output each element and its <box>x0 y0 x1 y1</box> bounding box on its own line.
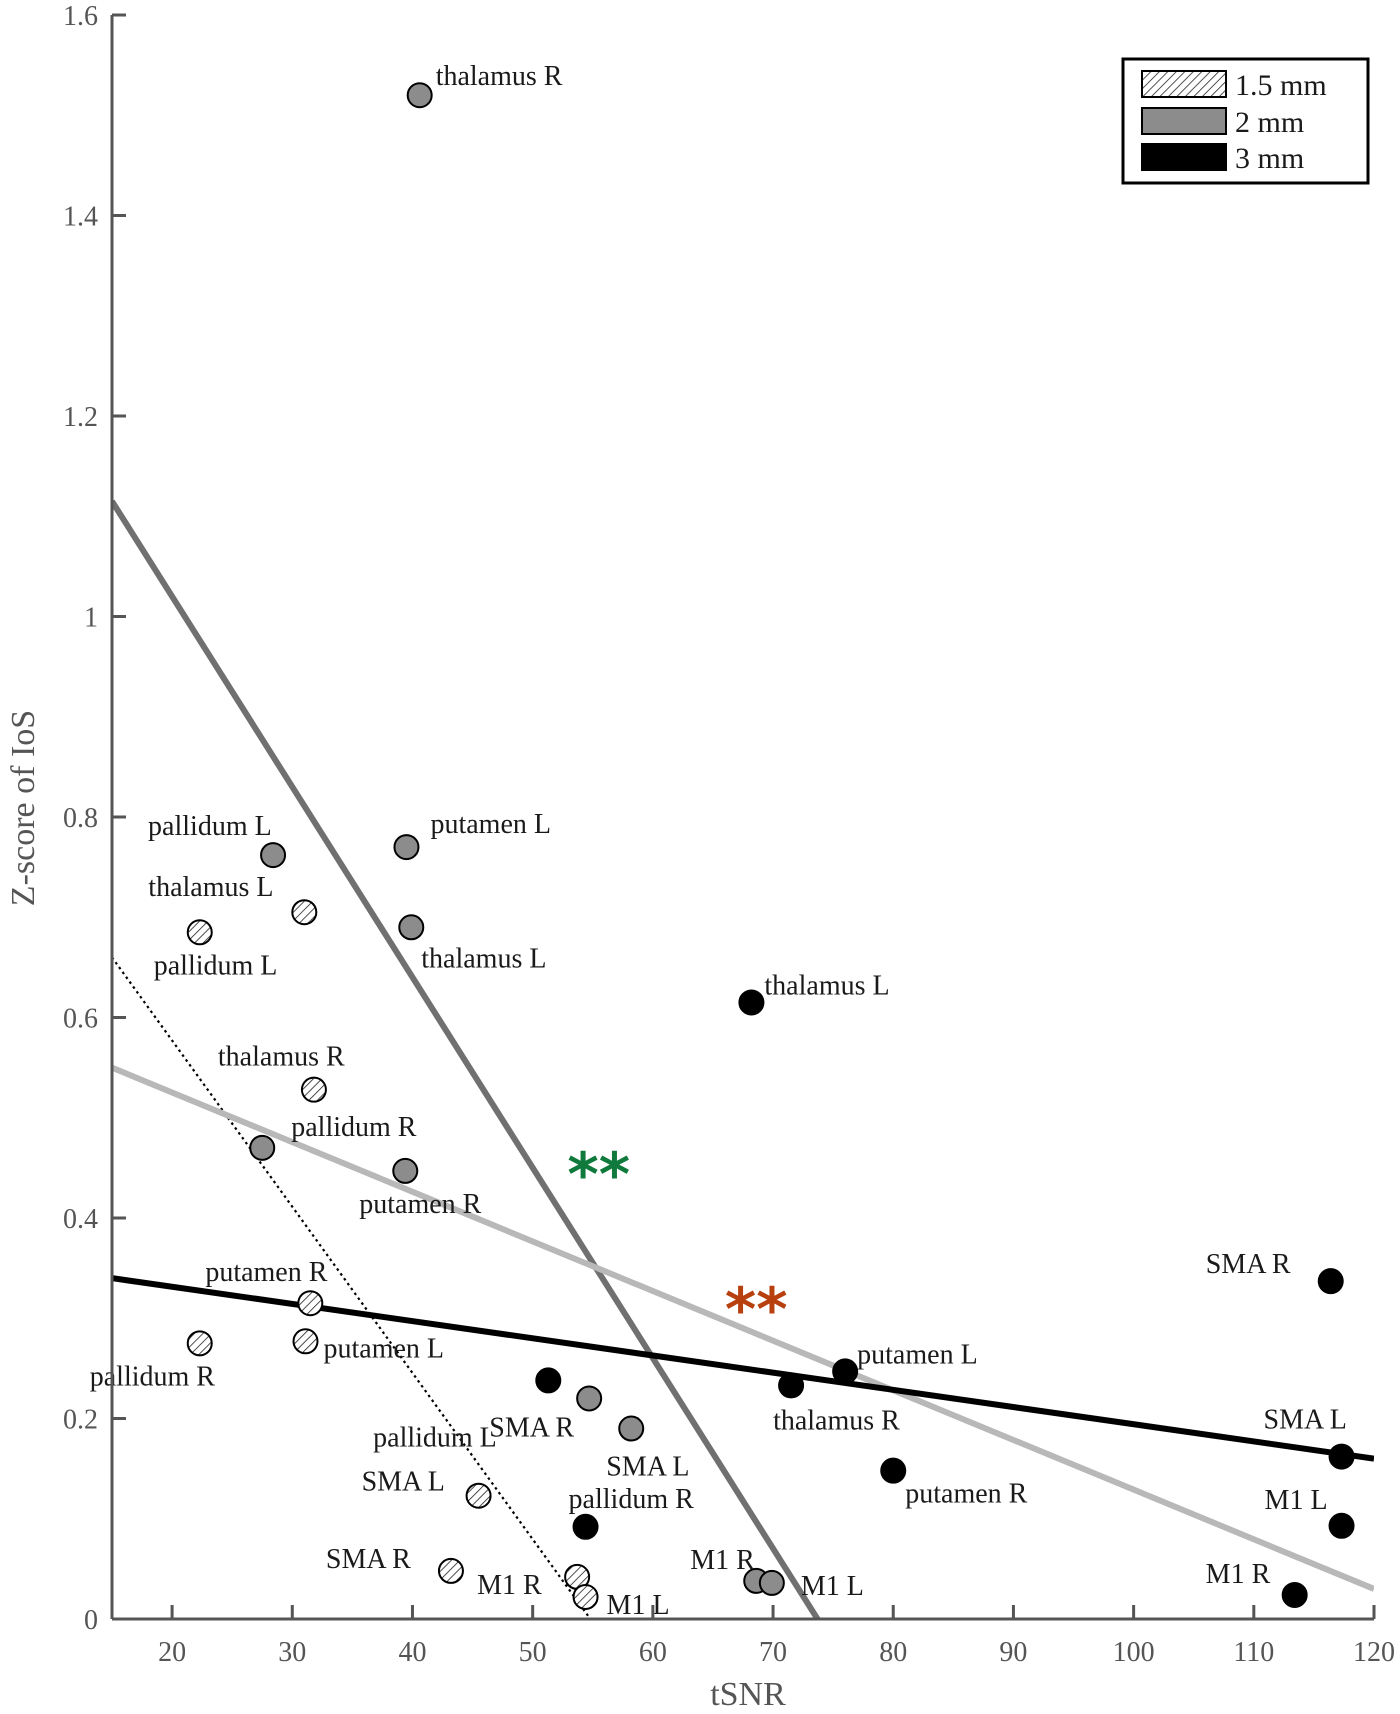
point-label-black-2: putamen L <box>857 1339 978 1370</box>
point-label-hatched-6: SMA L <box>362 1467 445 1498</box>
point-hatched-9 <box>572 1583 599 1610</box>
y-tick-label-1: 0.2 <box>63 1405 98 1436</box>
point-hatched-7 <box>437 1557 464 1584</box>
point-label-gray-9: M1 L <box>801 1571 864 1602</box>
point-gray-7 <box>618 1415 645 1442</box>
legend-label-1-5mm: 1.5 mm <box>1235 69 1327 102</box>
y-tick-label-3: 0.6 <box>63 1004 98 1035</box>
point-label-gray-2: putamen L <box>430 809 551 840</box>
point-hatched-1 <box>186 919 213 946</box>
point-hatched-2 <box>300 1076 327 1103</box>
point-hatched-0 <box>291 899 318 926</box>
point-label-hatched-2: thalamus R <box>218 1042 345 1073</box>
point-black-5 <box>1328 1443 1355 1470</box>
legend-swatch-hatched <box>1141 70 1227 98</box>
x-tick-label-9: 110 <box>1233 1637 1274 1668</box>
point-black-9 <box>1281 1581 1308 1608</box>
point-label-gray-1: pallidum L <box>148 811 272 842</box>
point-label-gray-6: pallidum L <box>373 1422 497 1453</box>
data-points <box>186 82 1355 1610</box>
significance-marker-1: ** <box>725 1275 788 1345</box>
significance-annotations: ** ** <box>567 1140 787 1345</box>
y-tick-label-5: 1 <box>84 603 98 634</box>
x-tick-label-6: 80 <box>879 1637 907 1668</box>
point-label-black-3: SMA R <box>489 1412 574 1443</box>
point-label-black-0: thalamus L <box>764 970 889 1001</box>
point-gray-5 <box>392 1157 419 1184</box>
point-labels: thalamus L pallidum L thalamus R putamen R p… <box>90 61 1347 1621</box>
legend-label-2mm: 2 mm <box>1235 106 1304 139</box>
x-axis-title: tSNR <box>710 1676 786 1713</box>
point-label-gray-3: thalamus L <box>421 943 546 974</box>
legend: 1.5 mm 2 mm 3 mm <box>1121 57 1370 185</box>
significance-marker-0: ** <box>567 1140 630 1210</box>
x-tick-label-5: 70 <box>759 1637 787 1668</box>
x-tick-label-8: 100 <box>1113 1637 1155 1668</box>
fit-line-solid-dark-gray <box>112 499 821 1619</box>
point-label-black-4: thalamus R <box>773 1405 900 1436</box>
y-axis-title: Z-score of IoS <box>5 710 42 906</box>
point-black-3 <box>535 1367 562 1394</box>
point-gray-3 <box>398 914 425 941</box>
point-gray-6 <box>576 1385 603 1412</box>
point-label-gray-5: putamen R <box>359 1189 481 1220</box>
point-label-black-7: M1 L <box>1265 1485 1328 1516</box>
point-label-hatched-3: putamen R <box>205 1257 327 1288</box>
point-label-black-8: pallidum R <box>569 1484 695 1515</box>
point-label-hatched-5: putamen L <box>324 1333 445 1364</box>
x-tick-label-1: 30 <box>278 1637 306 1668</box>
point-hatched-5 <box>292 1328 319 1355</box>
point-label-hatched-0: thalamus L <box>148 872 273 903</box>
point-gray-9 <box>758 1569 785 1596</box>
point-hatched-4 <box>186 1330 213 1357</box>
x-tick-label-10: 120 <box>1353 1637 1395 1668</box>
fit-line-solid-light-gray <box>112 1064 1374 1592</box>
point-label-hatched-7: SMA R <box>326 1544 411 1575</box>
point-hatched-3 <box>297 1290 324 1317</box>
x-tick-label-7: 90 <box>999 1637 1027 1668</box>
point-label-hatched-4: pallidum R <box>90 1361 216 1392</box>
point-black-7 <box>1328 1512 1355 1539</box>
fit-line-solid-black <box>112 1275 1374 1462</box>
point-gray-1 <box>260 842 287 869</box>
point-hatched-6 <box>465 1482 492 1509</box>
y-tick-label-7: 1.4 <box>63 202 98 233</box>
y-tick-label-2: 0.4 <box>63 1204 98 1235</box>
point-label-black-5: SMA L <box>1264 1405 1347 1436</box>
x-tick-label-2: 40 <box>398 1637 426 1668</box>
point-label-gray-0: thalamus R <box>436 61 563 92</box>
point-label-hatched-8: M1 R <box>477 1570 542 1601</box>
axes: 20 30 40 50 60 70 80 90 100 110 120 0 0.2 0.4 0.6 0.8 1 1… <box>63 1 1395 1668</box>
point-gray-0 <box>406 82 433 109</box>
point-black-6 <box>880 1457 907 1484</box>
point-black-2 <box>832 1358 859 1385</box>
point-gray-4 <box>249 1134 276 1161</box>
point-label-gray-4: pallidum R <box>291 1112 417 1143</box>
y-tick-label-0: 0 <box>84 1605 98 1636</box>
point-label-gray-8: M1 R <box>690 1545 755 1576</box>
legend-swatch-black <box>1141 143 1227 171</box>
point-label-gray-7: SMA L <box>606 1452 689 1483</box>
x-tick-label-0: 20 <box>158 1637 186 1668</box>
fit-line-dotted <box>112 956 592 1619</box>
point-black-0 <box>738 989 765 1016</box>
y-tick-label-4: 0.8 <box>63 803 98 834</box>
y-tick-label-8: 1.6 <box>63 1 98 32</box>
point-label-black-6: putamen R <box>905 1479 1027 1510</box>
fit-lines <box>112 499 1374 1619</box>
legend-swatch-gray <box>1141 107 1227 135</box>
point-label-hatched-1: pallidum L <box>154 950 278 981</box>
x-tick-label-3: 50 <box>519 1637 547 1668</box>
point-black-1 <box>1317 1268 1344 1295</box>
x-tick-label-4: 60 <box>639 1637 667 1668</box>
point-label-hatched-9: M1 L <box>607 1590 670 1621</box>
point-label-black-9: M1 R <box>1206 1559 1271 1590</box>
point-black-8 <box>572 1513 599 1540</box>
point-gray-2 <box>393 834 420 861</box>
point-label-black-1: SMA R <box>1206 1249 1291 1280</box>
legend-label-3mm: 3 mm <box>1235 142 1304 175</box>
y-tick-label-6: 1.2 <box>63 402 98 433</box>
point-black-4 <box>778 1372 805 1399</box>
